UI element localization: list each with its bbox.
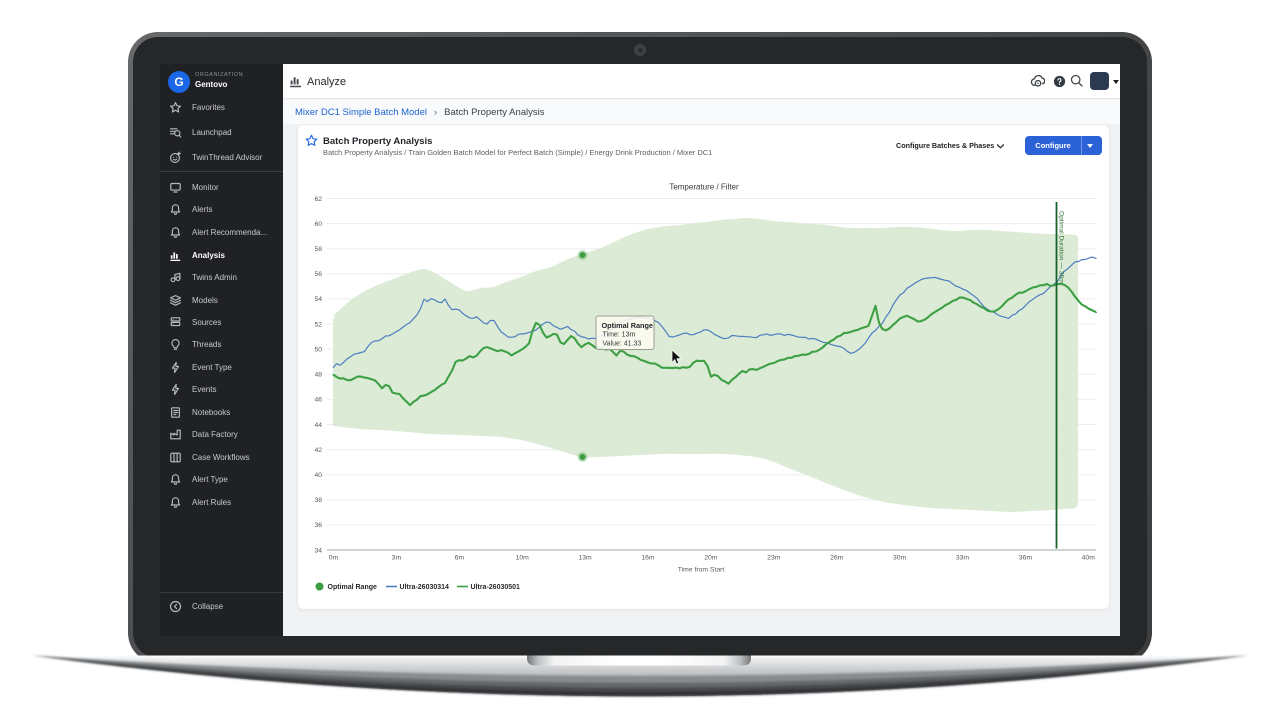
svg-text:60: 60 [314, 221, 322, 228]
svg-text:33m: 33m [956, 555, 970, 562]
svg-text:0m: 0m [329, 555, 339, 562]
svg-text:Time from Start: Time from Start [678, 567, 725, 574]
svg-text:16m: 16m [641, 555, 655, 562]
svg-text:46: 46 [314, 397, 322, 404]
svg-text:42: 42 [314, 447, 322, 454]
svg-text:Value: 41.33: Value: 41.33 [603, 341, 642, 348]
svg-text:58: 58 [314, 246, 322, 253]
svg-text:Temperature / Filter: Temperature / Filter [669, 183, 739, 192]
svg-text:56: 56 [314, 271, 322, 278]
svg-text:Optimal Duration — 38m: Optimal Duration — 38m [1058, 211, 1065, 284]
svg-text:Optimal Range: Optimal Range [328, 584, 378, 591]
svg-text:34: 34 [314, 547, 322, 554]
svg-text:3m: 3m [392, 555, 402, 562]
svg-text:20m: 20m [704, 555, 718, 562]
svg-text:54: 54 [314, 296, 322, 303]
svg-text:38: 38 [314, 497, 322, 504]
svg-text:Optimal Range: Optimal Range [602, 321, 654, 330]
svg-text:Time: 13m: Time: 13m [603, 332, 636, 339]
svg-text:40m: 40m [1082, 555, 1096, 562]
svg-text:26m: 26m [830, 555, 844, 562]
svg-text:48: 48 [314, 372, 322, 379]
svg-text:62: 62 [314, 196, 322, 203]
svg-text:23m: 23m [767, 555, 781, 562]
svg-text:40: 40 [314, 472, 322, 479]
svg-text:52: 52 [314, 321, 322, 328]
svg-text:13m: 13m [578, 555, 592, 562]
svg-text:50: 50 [314, 346, 322, 353]
svg-text:6m: 6m [455, 555, 465, 562]
svg-text:44: 44 [314, 422, 322, 429]
svg-text:Ultra-26030314: Ultra-26030314 [400, 584, 450, 591]
svg-text:36m: 36m [1019, 555, 1033, 562]
svg-text:Ultra-26030501: Ultra-26030501 [471, 584, 521, 591]
svg-text:36: 36 [314, 522, 322, 529]
svg-text:30m: 30m [893, 555, 907, 562]
svg-text:10m: 10m [516, 555, 530, 562]
